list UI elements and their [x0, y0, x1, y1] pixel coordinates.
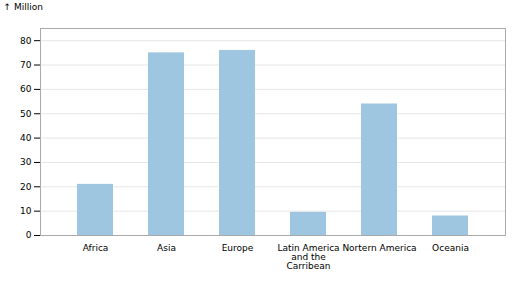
svg-text:Nortern America: Nortern America — [342, 243, 416, 253]
svg-text:30: 30 — [20, 157, 32, 167]
svg-text:50: 50 — [20, 109, 32, 119]
svg-text:40: 40 — [20, 133, 32, 143]
svg-text:80: 80 — [20, 36, 32, 46]
svg-text:70: 70 — [20, 60, 32, 70]
svg-text:↑ Million: ↑ Million — [4, 2, 43, 12]
svg-text:Latin Americaand theCarribean: Latin Americaand theCarribean — [277, 243, 339, 271]
svg-text:Europe: Europe — [222, 243, 254, 253]
svg-text:20: 20 — [20, 182, 32, 192]
svg-text:Asia: Asia — [157, 243, 176, 253]
svg-text:Africa: Africa — [83, 243, 109, 253]
svg-text:0: 0 — [26, 230, 32, 240]
svg-text:60: 60 — [20, 84, 32, 94]
svg-text:10: 10 — [20, 206, 32, 216]
svg-text:Oceania: Oceania — [432, 243, 469, 253]
